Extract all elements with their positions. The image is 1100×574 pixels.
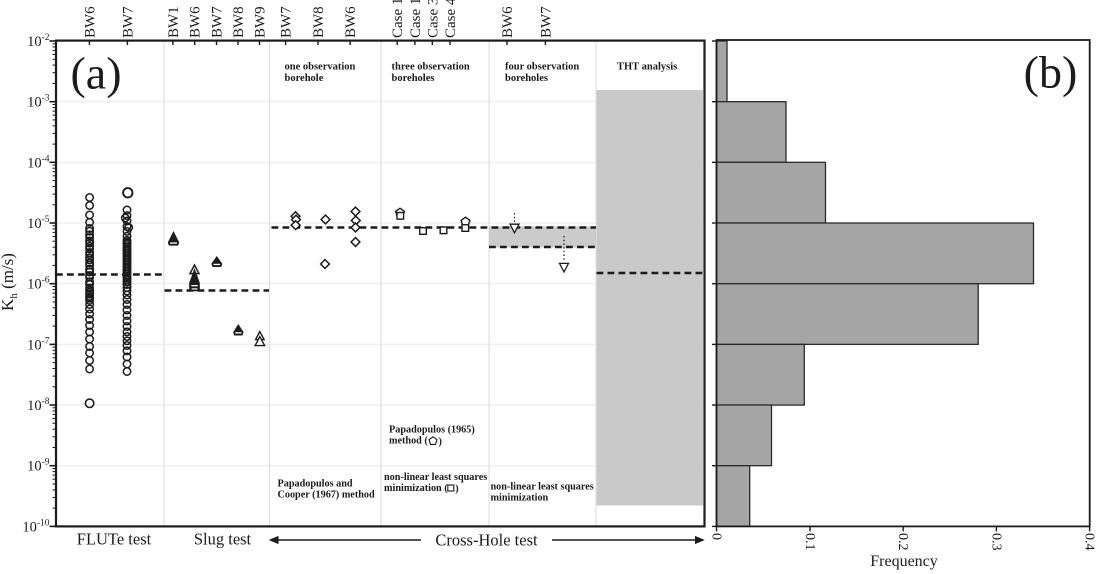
svg-text:0.4: 0.4 (1082, 533, 1097, 551)
svg-text:BW7: BW7 (210, 6, 226, 38)
svg-text:BW6: BW6 (500, 6, 516, 38)
svg-text:BW7: BW7 (279, 6, 295, 38)
svg-text:BW9: BW9 (253, 6, 269, 38)
svg-text:non-linear least squares: non-linear least squares (384, 472, 487, 483)
svg-text:Case 3: Case 3 (425, 0, 441, 38)
svg-text:BW6: BW6 (343, 6, 359, 38)
svg-text:(b): (b) (1024, 47, 1078, 98)
svg-text:BW8: BW8 (311, 6, 327, 38)
svg-text:four observation: four observation (505, 62, 579, 73)
svg-text:Slug test: Slug test (194, 530, 252, 549)
svg-text:Cross-Hole test: Cross-Hole test (435, 531, 538, 550)
svg-text:BW6: BW6 (188, 6, 204, 38)
svg-text:(a): (a) (70, 48, 121, 99)
svg-text:one observation: one observation (285, 62, 356, 73)
svg-text:Papadopulos and: Papadopulos and (278, 479, 353, 490)
svg-text:0: 0 (709, 533, 724, 540)
svg-text:three observation: three observation (392, 62, 470, 73)
svg-text:BW1: BW1 (166, 6, 182, 38)
svg-text:BW6: BW6 (82, 6, 98, 38)
svg-text:method (: method ( (389, 436, 428, 447)
svg-text:): ) (439, 436, 442, 447)
svg-text:minimization (: minimization ( (384, 483, 448, 494)
svg-text:Frequency: Frequency (870, 553, 938, 570)
svg-text:minimization: minimization (491, 492, 549, 503)
svg-text:Papadopulos (1965): Papadopulos (1965) (389, 425, 475, 436)
svg-text:non-linear least squares: non-linear least squares (491, 482, 594, 493)
svg-text:): ) (455, 484, 458, 495)
svg-text:Case 1: Case 1 (390, 0, 406, 38)
svg-text:BW7: BW7 (120, 6, 136, 38)
svg-text:Case 4: Case 4 (443, 0, 459, 38)
svg-text:0.2: 0.2 (895, 533, 910, 551)
svg-text:0.3: 0.3 (988, 533, 1003, 551)
svg-text:Case 1: Case 1 (408, 0, 424, 38)
svg-text:BW8: BW8 (231, 6, 247, 38)
svg-text:borehole: borehole (285, 73, 324, 84)
svg-text:boreholes: boreholes (505, 73, 548, 84)
svg-text:Cooper (1967) method: Cooper (1967) method (278, 490, 375, 501)
svg-text:boreholes: boreholes (392, 73, 435, 84)
svg-text:BW7: BW7 (538, 6, 554, 38)
svg-text:FLUTe test: FLUTe test (77, 530, 152, 549)
svg-text:THT analysis: THT analysis (617, 62, 677, 73)
svg-text:0.1: 0.1 (802, 533, 817, 551)
